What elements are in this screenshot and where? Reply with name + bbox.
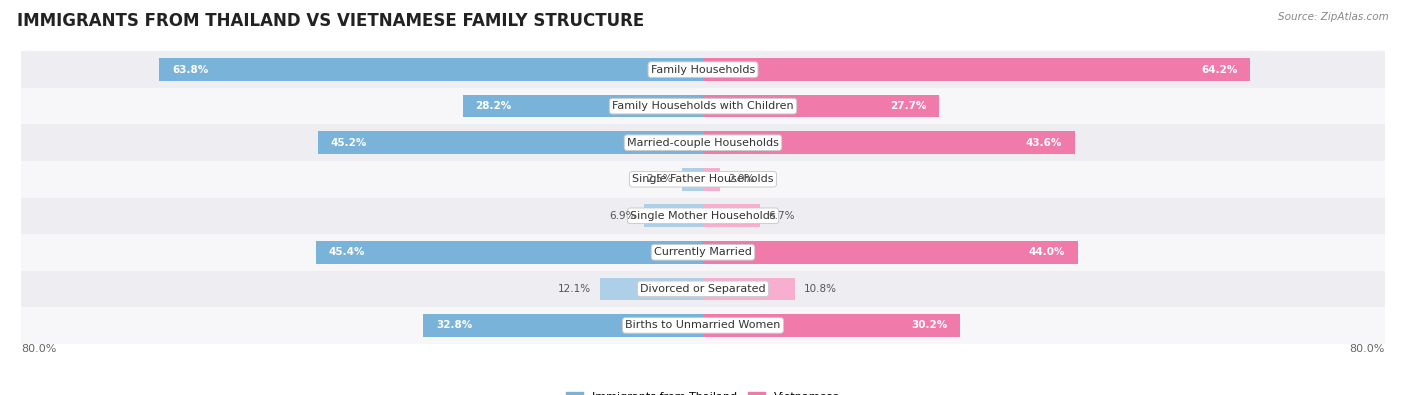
Bar bbox=[703, 314, 960, 337]
Bar bbox=[600, 278, 703, 300]
Bar bbox=[463, 95, 703, 117]
Bar bbox=[423, 314, 703, 337]
Bar bbox=[316, 241, 703, 263]
Text: Divorced or Separated: Divorced or Separated bbox=[640, 284, 766, 294]
Text: 10.8%: 10.8% bbox=[804, 284, 837, 294]
Bar bbox=[159, 58, 703, 81]
Text: 30.2%: 30.2% bbox=[911, 320, 948, 330]
Text: Births to Unmarried Women: Births to Unmarried Women bbox=[626, 320, 780, 330]
Text: Currently Married: Currently Married bbox=[654, 247, 752, 257]
Text: 2.5%: 2.5% bbox=[647, 174, 673, 184]
Bar bbox=[703, 95, 939, 117]
Text: 43.6%: 43.6% bbox=[1025, 138, 1062, 148]
Text: Single Mother Households: Single Mother Households bbox=[630, 211, 776, 221]
Bar bbox=[703, 278, 794, 300]
FancyBboxPatch shape bbox=[21, 198, 1385, 234]
Bar bbox=[703, 58, 1250, 81]
Text: Single Father Households: Single Father Households bbox=[633, 174, 773, 184]
Text: 12.1%: 12.1% bbox=[558, 284, 592, 294]
FancyBboxPatch shape bbox=[21, 307, 1385, 344]
Text: 80.0%: 80.0% bbox=[1350, 344, 1385, 354]
Bar bbox=[703, 241, 1078, 263]
Text: 27.7%: 27.7% bbox=[890, 101, 927, 111]
Text: 80.0%: 80.0% bbox=[21, 344, 56, 354]
Text: Married-couple Households: Married-couple Households bbox=[627, 138, 779, 148]
Text: IMMIGRANTS FROM THAILAND VS VIETNAMESE FAMILY STRUCTURE: IMMIGRANTS FROM THAILAND VS VIETNAMESE F… bbox=[17, 12, 644, 30]
Text: Source: ZipAtlas.com: Source: ZipAtlas.com bbox=[1278, 12, 1389, 22]
Text: 2.0%: 2.0% bbox=[728, 174, 755, 184]
Bar bbox=[703, 132, 1074, 154]
Text: 45.4%: 45.4% bbox=[329, 247, 366, 257]
Text: 32.8%: 32.8% bbox=[436, 320, 472, 330]
Text: 6.9%: 6.9% bbox=[609, 211, 636, 221]
Text: 28.2%: 28.2% bbox=[475, 101, 512, 111]
FancyBboxPatch shape bbox=[21, 51, 1385, 88]
FancyBboxPatch shape bbox=[21, 161, 1385, 198]
Text: 64.2%: 64.2% bbox=[1201, 65, 1237, 75]
Text: 45.2%: 45.2% bbox=[330, 138, 367, 148]
Legend: Immigrants from Thailand, Vietnamese: Immigrants from Thailand, Vietnamese bbox=[567, 391, 839, 395]
Bar bbox=[703, 168, 720, 190]
FancyBboxPatch shape bbox=[21, 88, 1385, 124]
Bar bbox=[703, 205, 761, 227]
Text: Family Households: Family Households bbox=[651, 65, 755, 75]
Text: Family Households with Children: Family Households with Children bbox=[612, 101, 794, 111]
Bar bbox=[682, 168, 703, 190]
FancyBboxPatch shape bbox=[21, 271, 1385, 307]
Text: 44.0%: 44.0% bbox=[1029, 247, 1066, 257]
Text: 6.7%: 6.7% bbox=[769, 211, 796, 221]
Bar bbox=[644, 205, 703, 227]
Bar bbox=[318, 132, 703, 154]
FancyBboxPatch shape bbox=[21, 124, 1385, 161]
Text: 63.8%: 63.8% bbox=[172, 65, 208, 75]
FancyBboxPatch shape bbox=[21, 234, 1385, 271]
